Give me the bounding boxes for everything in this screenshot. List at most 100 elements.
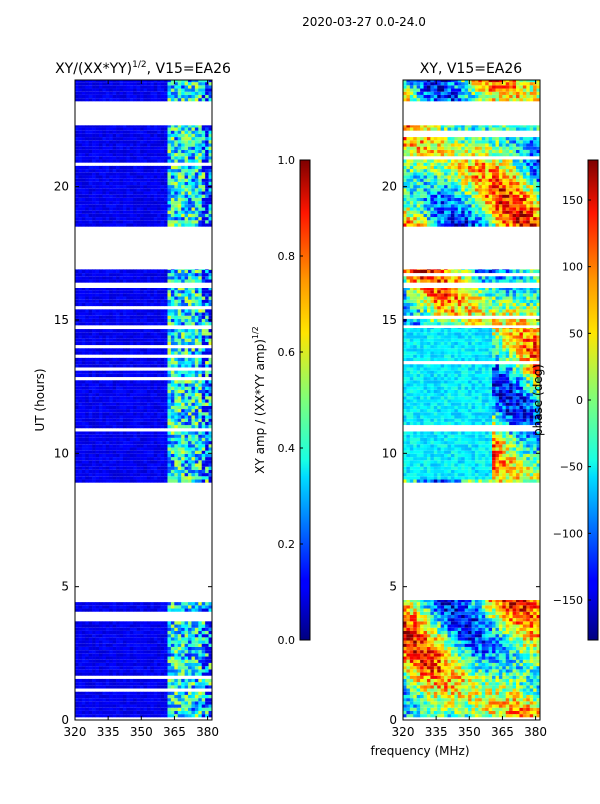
heatmap-cell xyxy=(177,127,182,131)
heatmap-cell xyxy=(126,389,131,394)
heatmap-cell xyxy=(133,91,137,95)
heatmap-cell xyxy=(160,469,165,474)
heatmap-cell xyxy=(105,643,110,647)
heatmap-cell xyxy=(143,318,148,323)
heatmap-cell xyxy=(126,479,131,483)
heatmap-cell xyxy=(112,383,117,387)
heatmap-cell xyxy=(188,149,192,154)
heatmap-cell xyxy=(140,421,144,426)
heatmap-cell xyxy=(153,332,158,336)
heatmap-cell xyxy=(133,602,137,606)
heatmap-cell xyxy=(95,447,100,451)
heatmap-cell xyxy=(153,425,158,429)
heatmap-cell xyxy=(105,393,110,397)
heatmap-cell xyxy=(112,341,117,346)
heatmap-cell xyxy=(143,276,148,280)
heatmap-cell xyxy=(112,666,117,670)
heatmap-cell xyxy=(170,269,175,274)
heatmap-cell xyxy=(188,302,192,307)
heatmap-cell xyxy=(133,653,137,657)
heatmap-cell xyxy=(170,627,175,631)
heatmap-cell xyxy=(201,473,206,477)
heatmap-cell xyxy=(126,605,131,609)
heatmap-cell xyxy=(81,627,86,631)
heatmap-cell xyxy=(92,201,96,205)
heatmap-cell xyxy=(129,691,134,695)
heatmap-cell xyxy=(157,273,161,277)
heatmap-cell xyxy=(136,172,141,176)
heatmap-cell xyxy=(167,405,172,410)
heatmap-cell xyxy=(81,383,86,387)
amp-title-main: XY/(XX*YY) xyxy=(55,61,132,77)
heatmap-cell xyxy=(112,396,117,400)
heatmap-cell xyxy=(157,463,161,467)
heatmap-cell xyxy=(174,296,179,300)
heatmap-cell xyxy=(157,220,161,224)
heatmap-cell xyxy=(78,453,83,458)
heatmap-cell xyxy=(184,329,189,333)
heatmap-cell xyxy=(136,415,141,419)
heatmap-cell xyxy=(170,312,175,316)
heatmap-cell xyxy=(129,88,134,92)
heatmap-cell xyxy=(112,146,117,150)
heatmap-cell xyxy=(129,197,134,202)
heatmap-cell xyxy=(88,210,93,214)
heatmap-cell xyxy=(194,405,199,410)
heatmap-cell xyxy=(133,149,137,154)
heatmap-cell xyxy=(75,634,79,638)
heatmap-cell xyxy=(122,133,127,138)
heatmap-cell xyxy=(133,125,137,128)
heatmap-cell xyxy=(88,473,93,477)
heatmap-cell xyxy=(170,380,175,384)
heatmap-cell xyxy=(102,447,107,451)
heatmap-cell xyxy=(129,165,134,170)
heatmap-cell xyxy=(205,682,209,686)
heatmap-cell xyxy=(157,682,161,686)
heatmap-cell xyxy=(140,637,144,641)
heatmap-cell xyxy=(150,318,155,323)
heatmap-cell xyxy=(85,159,89,163)
heatmap-cell xyxy=(181,453,185,458)
heatmap-cell xyxy=(205,402,209,406)
heatmap-cell xyxy=(157,210,161,214)
heatmap-cell xyxy=(205,165,209,170)
heatmap-cell xyxy=(174,332,179,336)
heatmap-cell xyxy=(129,370,134,374)
heatmap-cell xyxy=(95,701,100,705)
heatmap-cell xyxy=(184,181,189,186)
heatmap-cell xyxy=(116,309,120,313)
heatmap-cell xyxy=(150,217,155,221)
heatmap-cell xyxy=(198,213,203,218)
heatmap-cell xyxy=(146,130,151,134)
heatmap-cell xyxy=(129,91,134,95)
heatmap-cell xyxy=(208,393,212,397)
heatmap-cell xyxy=(201,704,206,708)
heatmap-cell xyxy=(133,412,137,416)
heatmap-cell xyxy=(191,296,196,300)
heatmap-cell xyxy=(150,685,155,689)
heatmap-cell xyxy=(205,457,209,461)
heatmap-cell xyxy=(102,223,107,227)
heatmap-cell xyxy=(102,602,107,606)
heatmap-cell xyxy=(92,175,96,179)
heatmap-cell xyxy=(160,140,165,144)
heatmap-cell xyxy=(126,659,131,663)
heatmap-cell xyxy=(150,698,155,702)
heatmap-cell xyxy=(181,88,185,92)
heatmap-cell xyxy=(112,460,117,464)
heatmap-cell xyxy=(181,666,185,670)
heatmap-cell xyxy=(88,318,93,323)
heatmap-cell xyxy=(184,707,189,711)
heatmap-cell xyxy=(143,685,148,689)
heatmap-cell xyxy=(194,348,199,352)
heatmap-cell xyxy=(143,624,148,628)
heatmap-cell xyxy=(184,159,189,163)
heatmap-cell xyxy=(208,296,212,300)
heatmap-cell xyxy=(153,460,158,464)
heatmap-cell xyxy=(188,178,192,182)
heatmap-cell xyxy=(146,640,151,644)
heatmap-cell xyxy=(146,710,151,715)
heatmap-cell xyxy=(78,643,83,647)
heatmap-cell xyxy=(119,412,124,416)
heatmap-cell xyxy=(184,373,189,378)
